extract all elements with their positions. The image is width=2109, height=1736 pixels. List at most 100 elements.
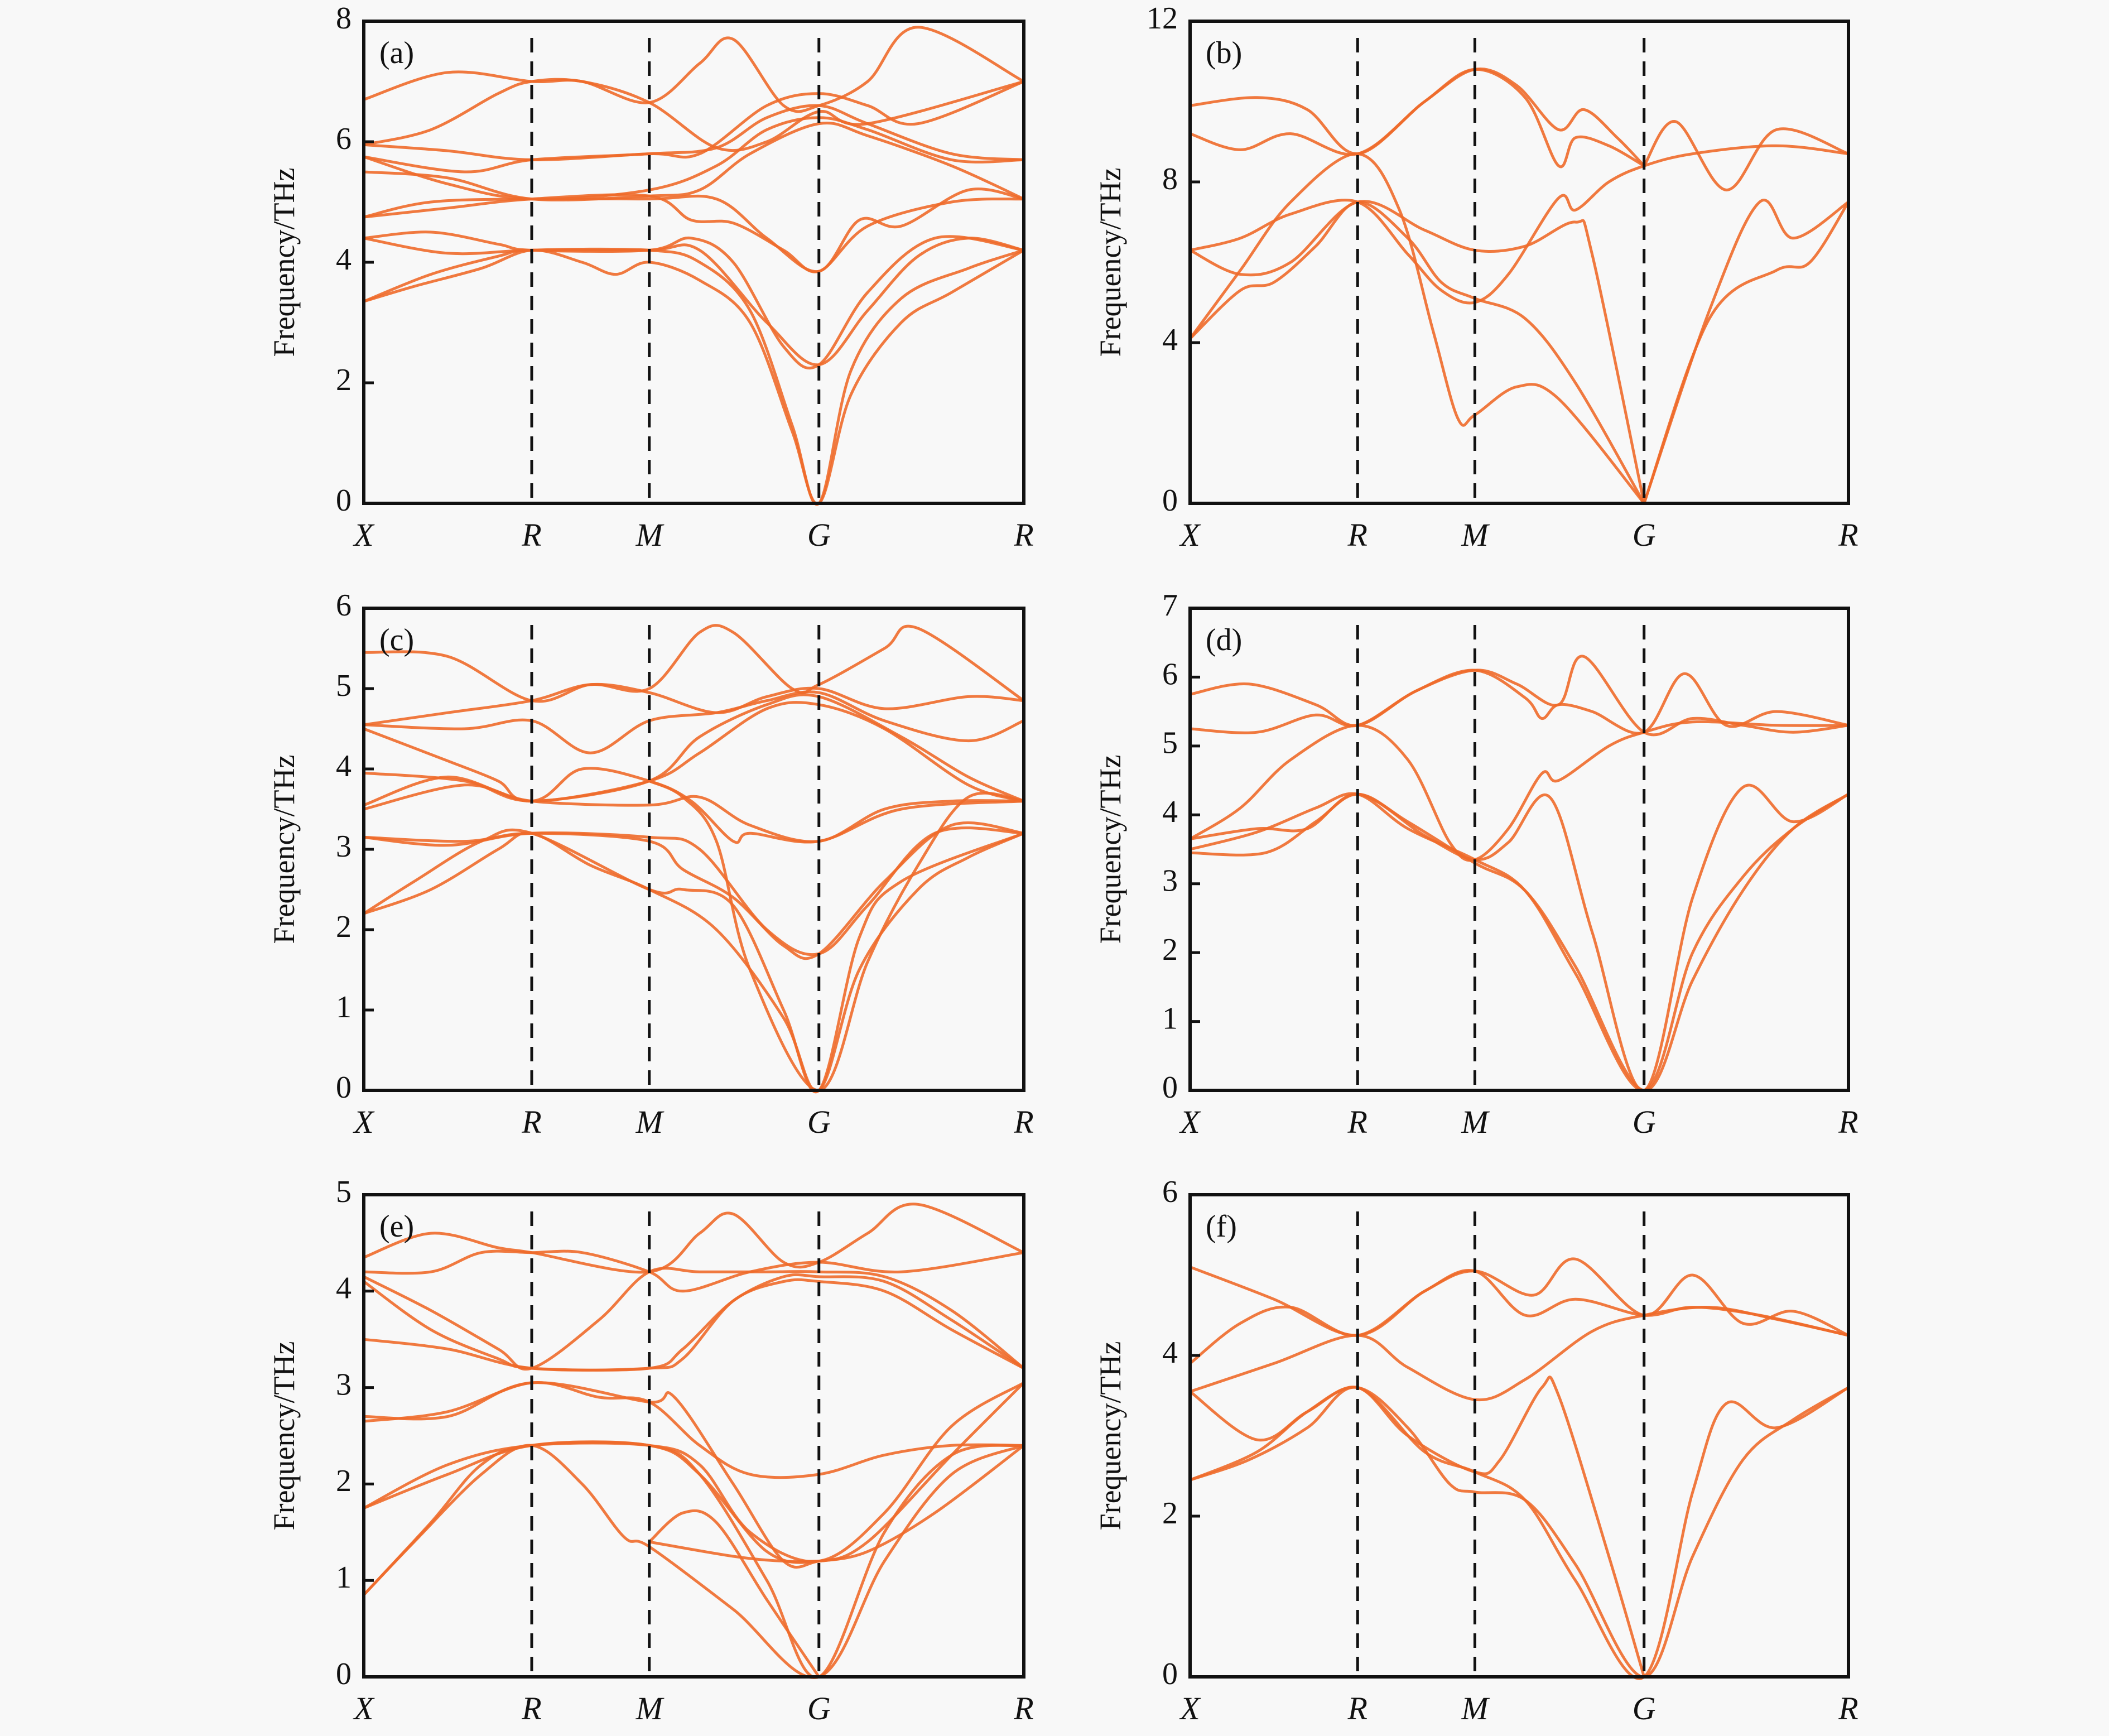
band-line-11 <box>362 624 1025 703</box>
band-line-5 <box>362 783 1025 843</box>
band-line-12 <box>362 26 1025 113</box>
y-tick-label: 5 <box>336 1175 352 1209</box>
panel-label: (c) <box>379 623 414 657</box>
panel-a: 0 2 4 6 8 X R M G R Frequency/THz (a) <box>267 1 1034 553</box>
y-tick-label: 1 <box>336 1560 352 1595</box>
x-tick-label-G: G <box>807 1104 831 1140</box>
band-line-7 <box>362 122 1025 201</box>
y-tick-label: 4 <box>336 242 352 277</box>
y-tick-label: 0 <box>1162 1657 1178 1691</box>
y-tick-label: 5 <box>1162 726 1178 761</box>
panel-c: 0 1 2 3 4 5 6 X R M G R Frequency/THz (c) <box>267 588 1034 1140</box>
y-axis-label: Frequency/THz <box>1094 1341 1127 1531</box>
band-line-8 <box>362 693 1025 803</box>
band-line-4 <box>1188 1306 1850 1402</box>
y-tick-label: 2 <box>1162 1496 1178 1531</box>
band-line-6 <box>1188 1257 1850 1337</box>
band-line-2 <box>362 1441 1025 1679</box>
band-line-5 <box>1188 68 1646 169</box>
panel-label: (d) <box>1206 623 1242 657</box>
band-line-10 <box>362 80 1025 161</box>
band-line-1 <box>362 248 1025 506</box>
y-tick-label: 2 <box>336 1464 352 1498</box>
band-line-6 <box>362 193 1025 273</box>
x-tick-label-G: G <box>807 1690 831 1727</box>
x-tick-label-X: X <box>353 1690 375 1727</box>
x-tick-label-G: G <box>807 517 831 553</box>
y-tick-label: 3 <box>336 829 352 864</box>
x-tick-label-M: M <box>1461 1690 1490 1727</box>
band-line-1 <box>1188 792 1850 1092</box>
band-line-12 <box>362 1249 1025 1293</box>
band-line-4 <box>362 821 1025 960</box>
band-line-9 <box>362 104 1025 174</box>
y-tick-label: 4 <box>1162 795 1178 829</box>
band-line-7 <box>1643 199 1850 505</box>
x-tick-label-X: X <box>353 1104 375 1140</box>
x-tick-label-M: M <box>635 1104 665 1140</box>
band-line-3 <box>1188 783 1850 1092</box>
x-tick-label-X: X <box>1179 1104 1201 1140</box>
band-line-8 <box>648 1540 821 1563</box>
x-tick-label-M: M <box>635 517 665 553</box>
y-tick-label: 6 <box>336 122 352 156</box>
bands <box>1188 655 1850 1092</box>
y-tick-label: 2 <box>1162 932 1178 967</box>
x-tick-label-M: M <box>1461 1104 1490 1140</box>
bands <box>362 624 1025 1094</box>
x-tick-label-R: R <box>1013 517 1033 553</box>
x-tick-label-X: X <box>1179 517 1201 553</box>
plot-frame <box>1188 1193 1850 1679</box>
panel-b: 0 4 8 12 X R M G R Frequency/THz (b) <box>1094 1 1858 553</box>
y-tick-label: 12 <box>1147 1 1178 36</box>
plot-frame <box>1188 607 1850 1092</box>
y-tick-label: 3 <box>336 1367 352 1402</box>
band-line-3 <box>1188 1376 1646 1679</box>
band-line-2 <box>362 828 1025 1094</box>
plot-frame <box>362 1193 1025 1679</box>
band-line-6 <box>1188 655 1850 737</box>
band-line-5 <box>362 187 1025 273</box>
x-tick-label-R: R <box>521 517 541 553</box>
band-line-3 <box>362 1381 1025 1564</box>
y-tick-label: 4 <box>336 749 352 783</box>
x-tick-label-G: G <box>1633 517 1656 553</box>
plot-frame <box>362 20 1025 505</box>
x-tick-label-X: X <box>353 517 375 553</box>
y-tick-label: 4 <box>1162 323 1178 357</box>
y-tick-label: 6 <box>1162 657 1178 691</box>
band-line-2 <box>1188 792 1850 1092</box>
panel-f: 0 2 4 6 X R M G R Frequency/THz (f) <box>1094 1175 1858 1727</box>
band-line-1 <box>1188 1386 1850 1679</box>
y-tick-label: 7 <box>1162 588 1178 623</box>
y-tick-label: 4 <box>336 1271 352 1306</box>
y-tick-label: 2 <box>336 363 352 397</box>
band-line-4 <box>362 230 1025 370</box>
band-line-6 <box>1188 68 1646 167</box>
band-line-5 <box>362 1381 1025 1479</box>
x-tick-label-R: R <box>1347 1690 1368 1727</box>
y-tick-label: 1 <box>1162 1001 1178 1036</box>
band-line-6 <box>362 1381 1025 1569</box>
x-tick-label-M: M <box>635 1690 665 1727</box>
band-line-9 <box>362 690 1025 754</box>
band-line-7 <box>362 701 1025 803</box>
y-axis-label: Frequency/THz <box>1094 755 1127 944</box>
x-tick-label-R: R <box>1347 517 1368 553</box>
y-tick-label: 6 <box>1162 1175 1178 1209</box>
bands <box>1188 1257 1850 1680</box>
x-tick-label-R: R <box>1013 1690 1033 1727</box>
band-line-10 <box>362 1273 1025 1372</box>
panel-d: 0 1 2 3 4 5 6 7 X R M G R Frequency/THz (d) <box>1094 588 1858 1140</box>
band-line-2 <box>362 247 1025 506</box>
y-axis-label: Frequency/THz <box>267 1341 301 1531</box>
y-tick-label: 3 <box>1162 864 1178 898</box>
band-line-3 <box>1188 200 1646 505</box>
y-axis-label: Frequency/THz <box>267 168 301 357</box>
band-line-7 <box>648 1509 821 1679</box>
x-tick-label-G: G <box>1633 1104 1656 1140</box>
y-tick-label: 6 <box>336 588 352 623</box>
x-tick-label-M: M <box>1461 517 1490 553</box>
y-tick-label: 0 <box>1162 1070 1178 1105</box>
band-line-4 <box>1188 720 1850 862</box>
